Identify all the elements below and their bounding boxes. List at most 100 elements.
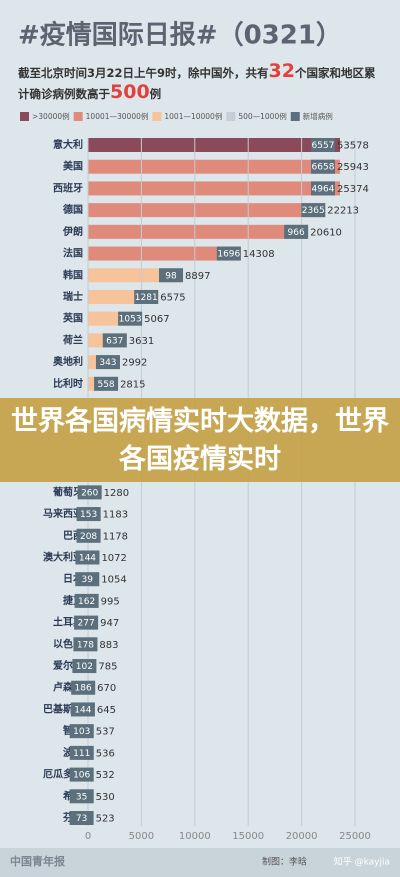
value-label: 523 — [96, 814, 115, 825]
category-label: 美国 — [63, 160, 83, 173]
new-case-label: 39 — [82, 575, 94, 585]
new-case-label: 208 — [80, 532, 97, 542]
legend-swatch — [20, 112, 29, 121]
new-case-box — [69, 789, 94, 804]
new-case-box — [69, 724, 94, 739]
value-label: 1054 — [101, 575, 126, 586]
new-case-label: 1053 — [119, 315, 142, 325]
value-label: 785 — [98, 662, 117, 673]
new-case-box — [74, 615, 99, 630]
legend-swatch — [226, 112, 236, 121]
value-label: 6575 — [160, 292, 185, 303]
value-label: 883 — [99, 640, 118, 651]
new-case-label: 966 — [288, 228, 305, 238]
bar — [88, 246, 241, 261]
new-case-box — [76, 507, 101, 522]
new-case-label: 73 — [76, 814, 87, 824]
x-tick-label: 0 — [85, 831, 91, 842]
legend-label: 10001—30000例 — [86, 111, 149, 121]
value-label: 530 — [96, 792, 115, 803]
legend-swatch — [152, 112, 162, 121]
new-case-label: 2365 — [302, 206, 325, 216]
subtitle-part: 例 — [149, 87, 162, 101]
new-case-box — [74, 593, 99, 608]
value-label: 5067 — [144, 314, 169, 325]
footer-credit: 制图：李晗 — [262, 856, 307, 868]
banner: 世界各国病情实时大数据，世界各国疫情实时 — [0, 398, 400, 482]
legend-label: >30000例 — [32, 111, 70, 121]
new-case-label: 1281 — [135, 293, 158, 303]
value-label: 3631 — [129, 336, 154, 347]
value-label: 1178 — [103, 531, 128, 542]
chart-title: #疫情国际日报#（0321） — [18, 20, 342, 51]
legend-label: 1001—10000例 — [164, 111, 222, 121]
category-label: 比利时 — [53, 377, 83, 390]
new-case-label: 153 — [80, 510, 97, 520]
value-label: 537 — [96, 727, 115, 738]
new-case-box — [75, 572, 100, 587]
new-case-box — [311, 138, 335, 152]
x-tick-label: 5000 — [129, 831, 154, 842]
category-label: 法国 — [63, 247, 83, 260]
subtitle: 截至北京时间3月22日上午9时，除中国外，共有32个国家和地区累计确诊病例数高于… — [18, 62, 383, 104]
new-case-label: 35 — [76, 792, 87, 802]
category-label: 马来西亚 — [43, 507, 83, 520]
value-label: 670 — [97, 683, 116, 694]
new-case-label: 4964 — [312, 184, 335, 194]
value-label: 25943 — [337, 162, 369, 173]
new-case-box — [70, 702, 95, 717]
x-tick-label: 15000 — [232, 831, 264, 842]
x-tick-label: 25000 — [339, 831, 371, 842]
value-label: 14308 — [243, 249, 275, 260]
new-case-box — [69, 767, 94, 782]
bar — [88, 138, 340, 152]
value-label: 1072 — [101, 553, 126, 564]
new-case-label: 178 — [77, 640, 94, 650]
new-case-box — [69, 811, 94, 825]
new-case-label: 144 — [74, 705, 91, 715]
category-label: 意大利 — [53, 138, 83, 151]
value-label: 2815 — [120, 379, 145, 390]
footer-watermark: 知乎 @kayjia — [334, 856, 390, 868]
value-label: 645 — [97, 705, 116, 716]
new-case-label: 6557 — [312, 141, 335, 151]
footer-source: 中国青年报 — [10, 854, 66, 868]
bar — [88, 181, 340, 196]
subtitle-part: 32 — [268, 60, 295, 82]
value-label: 532 — [96, 770, 115, 781]
new-case-label: 260 — [81, 488, 98, 498]
new-case-label: 103 — [73, 727, 90, 737]
legend-swatch — [73, 112, 83, 121]
bar — [88, 159, 340, 174]
subtitle-part: 500 — [110, 81, 150, 103]
new-case-label: 106 — [73, 771, 90, 781]
new-case-label: 102 — [76, 662, 93, 672]
x-tick-label: 20000 — [286, 831, 318, 842]
category-label: 澳大利亚 — [43, 550, 83, 563]
new-case-label: 98 — [165, 271, 177, 281]
new-case-box — [71, 680, 96, 695]
category-label: 英国 — [62, 312, 83, 325]
legend-label: 新增病例 — [303, 111, 333, 121]
new-case-box — [102, 333, 127, 348]
new-case-label: 277 — [78, 619, 95, 629]
new-case-box — [301, 203, 326, 218]
value-label: 20610 — [310, 227, 342, 238]
new-case-label: 111 — [73, 749, 90, 759]
value-label: 947 — [100, 618, 119, 629]
subtitle-part: 截至北京时间3月22日上午9时，除中国外，共有 — [18, 66, 269, 80]
new-case-label: 144 — [79, 553, 96, 563]
footer-bg — [0, 848, 400, 877]
new-case-box — [284, 224, 309, 239]
new-case-box — [118, 311, 143, 326]
new-case-box — [72, 659, 97, 674]
new-case-label: 6658 — [312, 163, 335, 173]
legend-label: 500—1000例 — [238, 111, 286, 121]
new-case-box — [69, 745, 94, 760]
new-case-label: 558 — [97, 380, 114, 390]
category-label: 德国 — [62, 203, 83, 216]
subtitle-part: 个国家和地区累计确诊病例数高于 — [18, 66, 376, 101]
new-case-box — [75, 550, 100, 565]
new-case-box — [95, 355, 120, 370]
